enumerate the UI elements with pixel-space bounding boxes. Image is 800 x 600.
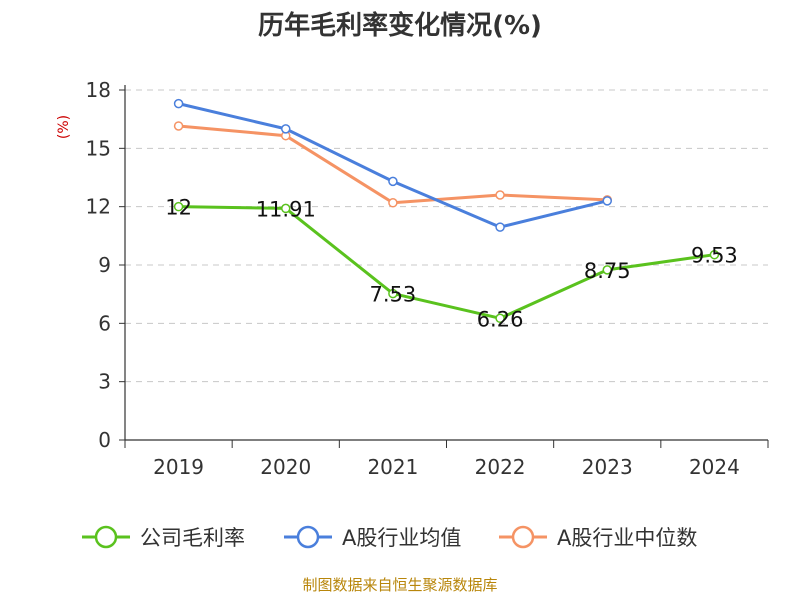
y-tick-label: 18 [86, 78, 111, 102]
y-tick-label: 3 [98, 370, 111, 394]
series-line [178, 205, 715, 320]
data-point[interactable] [709, 249, 720, 260]
data-point[interactable] [388, 288, 398, 299]
legend-swatch-marker [296, 525, 320, 549]
legend-swatch-marker [94, 525, 118, 549]
legend-swatch-marker [511, 525, 535, 549]
series-2 [173, 121, 612, 208]
legend-label: A股行业均值 [342, 526, 461, 550]
data-point[interactable] [602, 265, 612, 275]
data-point[interactable] [281, 203, 291, 214]
x-tick-label: 2021 [367, 455, 418, 479]
x-tick-labels: 2019 2020 2021 2022 2023 2024 [153, 455, 740, 479]
gridlines [125, 89, 768, 383]
data-point[interactable] [173, 201, 184, 212]
series-line [178, 124, 608, 205]
data-point[interactable] [173, 98, 184, 109]
data-point[interactable] [602, 196, 612, 206]
x-tick-label: 2019 [153, 455, 204, 479]
y-tick-label: 12 [86, 195, 111, 219]
source-note: 制图数据来自恒生聚源数据库 [302, 576, 497, 594]
legend-label: A股行业中位数 [557, 526, 697, 550]
x-tick-label: 2023 [582, 455, 633, 479]
data-point[interactable] [495, 222, 505, 232]
data-point[interactable] [281, 124, 291, 134]
y-tick-label: 0 [98, 428, 111, 452]
series-lines [173, 98, 720, 324]
y-tick-label: 6 [98, 311, 111, 335]
legend-item-2[interactable]: A股行业中位数 [499, 525, 697, 550]
chart-title: 历年毛利率变化情况(%) [258, 10, 542, 41]
data-labels: 12 11.91 7.53 6.26 8.75 9.53 [165, 196, 738, 332]
data-point[interactable] [495, 190, 505, 200]
y-tick-label: 15 [86, 136, 111, 160]
legend-label: 公司毛利率 [140, 526, 245, 550]
legend-item-1[interactable]: A股行业均值 [284, 525, 461, 550]
y-tick-labels: 0 3 6 9 12 15 18 [86, 78, 111, 452]
data-label: 9.53 [691, 244, 738, 268]
x-tick-label: 2024 [689, 455, 740, 479]
series-1 [173, 98, 612, 232]
y-axis-label: (%) [56, 115, 72, 139]
data-point[interactable] [495, 313, 505, 324]
x-tick-label: 2022 [475, 455, 526, 479]
y-tick-label: 9 [98, 253, 111, 277]
legend-item-0[interactable]: 公司毛利率 [82, 525, 245, 550]
data-label: 11.91 [256, 197, 316, 221]
data-point[interactable] [388, 198, 398, 208]
data-label: 12 [165, 196, 192, 220]
series-0 [173, 201, 720, 324]
legend: 公司毛利率 A股行业均值 A股行业中位数 [82, 525, 697, 550]
data-point[interactable] [173, 121, 184, 131]
axes [119, 85, 769, 448]
data-label: 7.53 [370, 283, 417, 307]
data-point[interactable] [388, 176, 398, 187]
data-label: 6.26 [477, 307, 524, 331]
data-label: 8.75 [584, 259, 631, 283]
x-tick-label: 2020 [260, 455, 311, 479]
